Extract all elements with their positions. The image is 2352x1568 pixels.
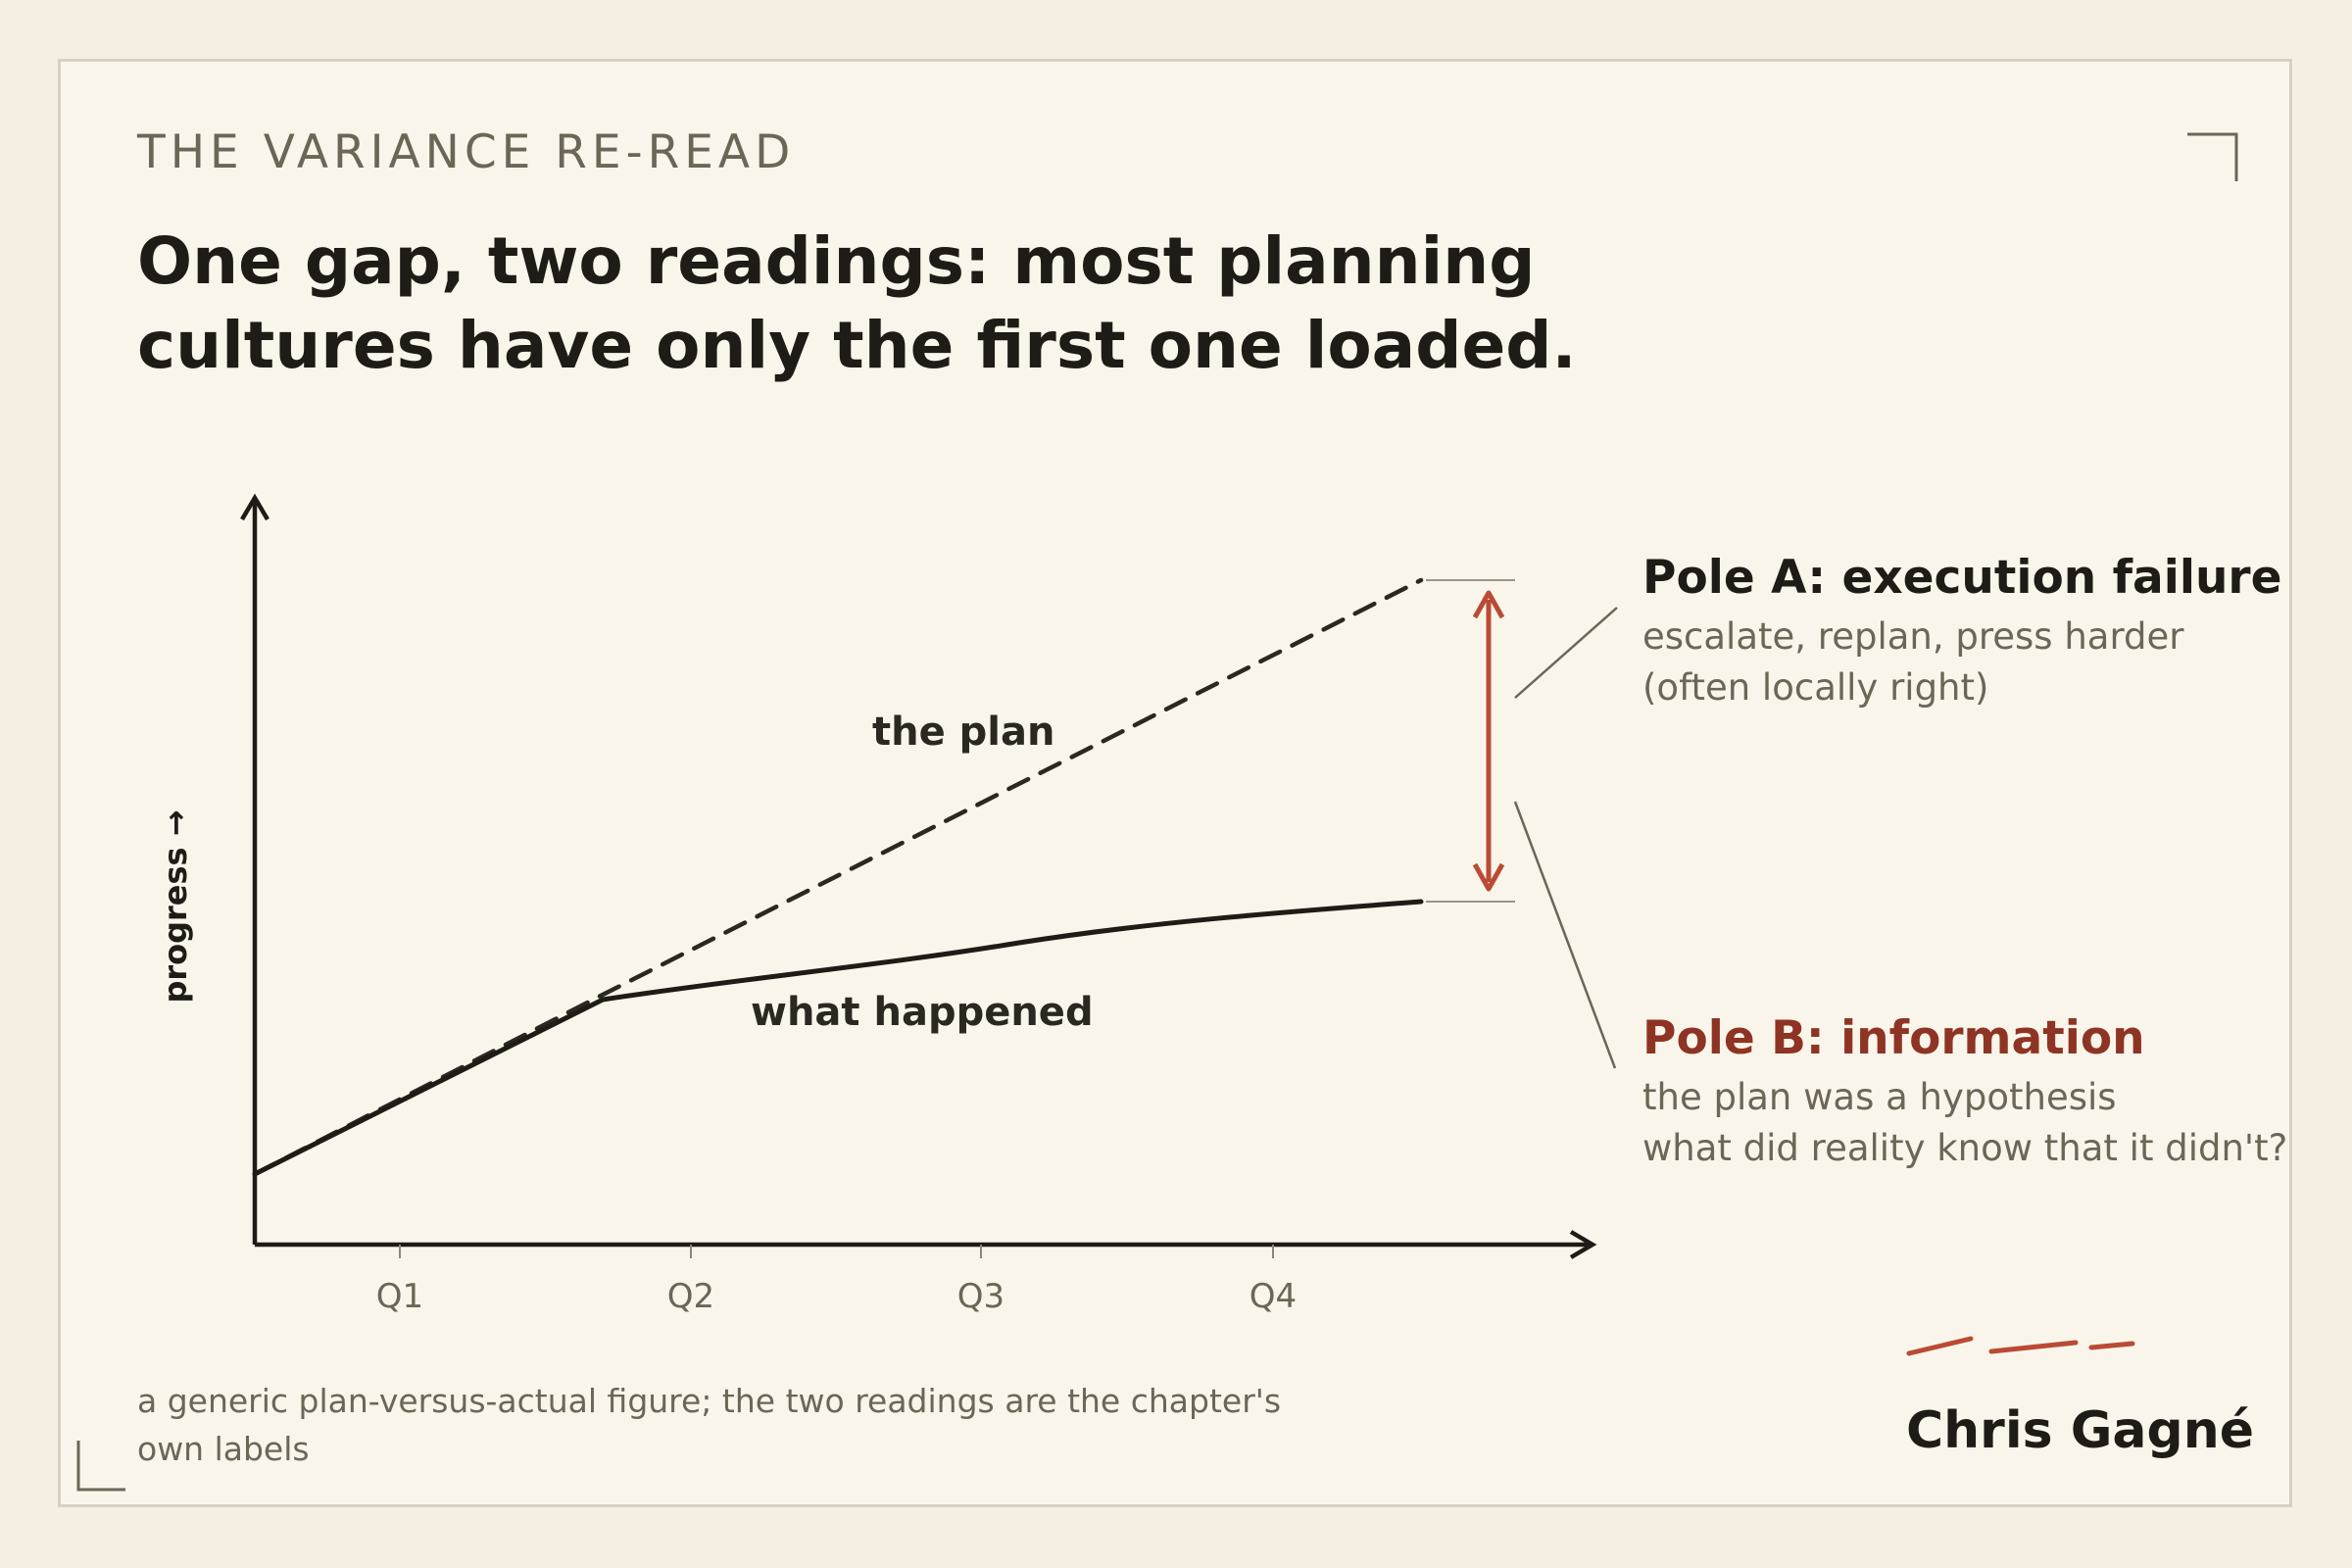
headline-line-2: cultures have only the first one loaded.	[137, 308, 1577, 383]
corner-bracket-bottom-left	[76, 1441, 125, 1492]
headline: One gap, two readings: most planning cul…	[137, 220, 1577, 388]
pole-a-line-1: escalate, replan, press harder	[1642, 615, 2184, 658]
figure-caption: a generic plan-versus-actual figure; the…	[137, 1382, 1282, 1468]
actual-line-label: what happened	[751, 990, 1094, 1035]
pole-a-annotation: Pole A: execution failure escalate, repl…	[1642, 551, 2281, 713]
pole-b-leader	[1513, 801, 1617, 1069]
x-tick-label-q2: Q2	[667, 1277, 714, 1316]
y-axis-arrowhead	[240, 493, 270, 521]
pole-a-detail: escalate, replan, press harder (often lo…	[1642, 612, 2281, 713]
pole-b-annotation: Pole B: information the plan was a hypot…	[1642, 1011, 2287, 1174]
pole-a-leader	[1514, 607, 1618, 699]
pole-b-line-2: what did reality know that it didn't?	[1642, 1127, 2288, 1169]
x-axis-arrowhead	[1569, 1230, 1597, 1259]
actual-line	[252, 899, 1424, 1177]
gap-arrow	[1472, 590, 1505, 892]
pole-b-detail: the plan was a hypothesis what did reali…	[1642, 1072, 2287, 1174]
pole-a-line-2: (often locally right)	[1642, 666, 1989, 709]
plan-line-label: the plan	[872, 710, 1054, 755]
pole-a-title: Pole A: execution failure	[1642, 551, 2282, 605]
x-tick-label-q1: Q1	[376, 1277, 423, 1316]
corner-bracket-top-right	[2187, 132, 2238, 181]
author-signature: Chris Gagné	[1906, 1401, 2254, 1460]
card-frame	[58, 59, 2292, 1507]
x-tick-label-q4: Q4	[1250, 1277, 1297, 1316]
x-tick-label-q3: Q3	[957, 1277, 1004, 1316]
kicker: THE VARIANCE RE-READ	[137, 125, 796, 179]
y-axis-label: progress →	[157, 809, 194, 1003]
headline-line-1: One gap, two readings: most planning	[137, 223, 1536, 299]
plan-line	[252, 577, 1424, 1177]
signature-flourish	[1906, 1336, 2135, 1356]
pole-b-line-1: the plan was a hypothesis	[1642, 1076, 2117, 1118]
pole-b-title: Pole B: information	[1642, 1011, 2145, 1065]
